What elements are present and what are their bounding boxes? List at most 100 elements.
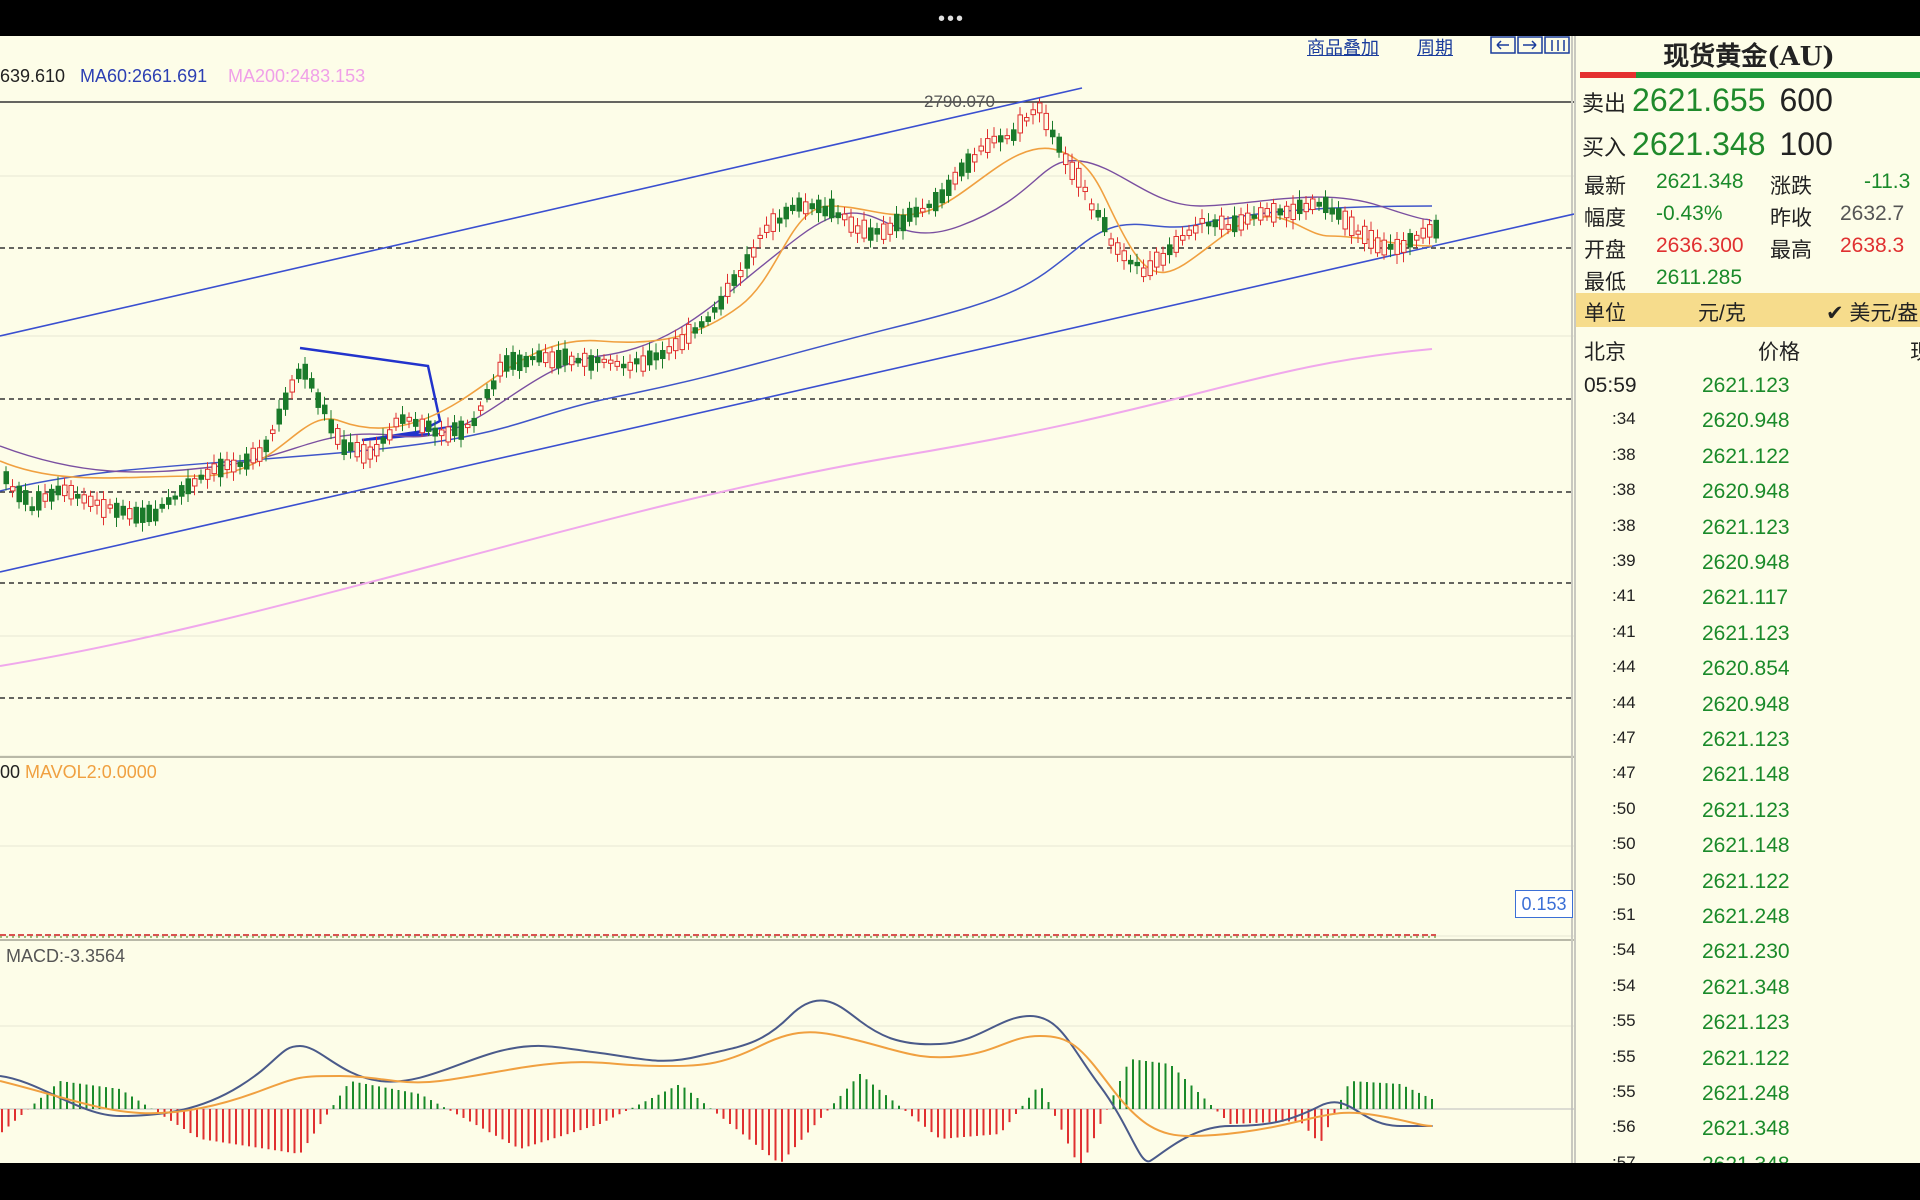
- buy-label: 买入: [1582, 135, 1627, 160]
- candle-body: [1290, 203, 1296, 221]
- candle-body: [985, 138, 991, 153]
- candle-body: [400, 414, 406, 424]
- tick-time: 05:59: [1584, 374, 1637, 397]
- candle-body: [432, 427, 438, 437]
- tick-row: :38 2621.122: [1576, 445, 1920, 480]
- candle-body: [1030, 109, 1036, 116]
- candle-body: [348, 442, 354, 452]
- macd-histogram: [1, 1059, 1433, 1163]
- candle-body: [1368, 229, 1374, 249]
- tick-price: 2621.123: [1702, 621, 1790, 645]
- latest-value: 2621.348: [1656, 170, 1744, 193]
- candle-body: [367, 446, 373, 460]
- candle-body: [211, 463, 217, 475]
- candle-body: [361, 444, 367, 464]
- candle-body: [1212, 219, 1218, 228]
- candle-body: [946, 179, 952, 196]
- zoom-arrow-icons[interactable]: [1490, 36, 1572, 57]
- commodity-overlay-link[interactable]: 商品叠加: [1307, 38, 1379, 58]
- col-price: 价格: [1758, 341, 1800, 364]
- candle-body: [510, 351, 516, 370]
- unit-value[interactable]: 元/克: [1698, 302, 1746, 325]
- candle-body: [393, 417, 399, 428]
- candle-body: [1108, 238, 1114, 246]
- candle-body: [1245, 212, 1251, 225]
- candle-body: [770, 213, 776, 232]
- stats-row-range: 幅度 -0.43% 昨收 2632.7: [1584, 202, 1920, 234]
- candle-body: [601, 358, 607, 363]
- candle-body: [419, 418, 425, 434]
- candlestick-chart[interactable]: [0, 36, 1574, 1163]
- period-link[interactable]: 周期: [1417, 38, 1453, 58]
- candle-body: [1147, 260, 1153, 277]
- chart-area[interactable]: 商品叠加 周期 639.610 MA60:2661.691 MA200:2483…: [0, 36, 1574, 1163]
- buy-pressure-bar: [1636, 72, 1920, 78]
- high-label: 最高: [1770, 239, 1812, 262]
- tick-price: 2621.122: [1702, 444, 1790, 468]
- candle-body: [1115, 242, 1121, 255]
- candle-body: [809, 203, 815, 210]
- candle-body: [1095, 209, 1101, 218]
- unit-row[interactable]: 单位 元/克 ✔ 美元/盎: [1576, 293, 1920, 327]
- tick-time: :50: [1612, 869, 1636, 889]
- candle-body: [1264, 208, 1270, 217]
- tick-price: 2621.148: [1702, 834, 1790, 858]
- tick-price: 2621.230: [1702, 940, 1790, 964]
- sell-pressure-bar: [1580, 72, 1636, 78]
- candle-body: [991, 135, 997, 144]
- candle-body: [192, 478, 198, 487]
- tick-time: :50: [1612, 834, 1636, 854]
- candle-body: [1121, 250, 1127, 262]
- candle-body: [595, 356, 601, 364]
- candles: [3, 98, 1439, 532]
- candle-body: [159, 503, 165, 509]
- high-value: 2638.3: [1840, 234, 1905, 257]
- stats-row-low: 最低 2611.285: [1584, 266, 1920, 298]
- tick-time: :44: [1612, 657, 1636, 677]
- candle-body: [881, 223, 887, 240]
- candle-body: [536, 350, 542, 363]
- candle-body: [959, 162, 965, 177]
- candle-body: [270, 429, 276, 434]
- ma10-line: [0, 147, 1433, 479]
- tick-time: :41: [1612, 621, 1636, 641]
- candle-body: [387, 429, 393, 441]
- tick-row: :47 2621.123: [1576, 728, 1920, 763]
- candle-body: [1401, 240, 1407, 253]
- candle-body: [1316, 201, 1322, 207]
- candle-body: [1284, 205, 1290, 219]
- tick-price: 2620.948: [1702, 692, 1790, 716]
- candle-body: [764, 224, 770, 233]
- candle-body: [523, 355, 529, 368]
- candle-body: [289, 379, 295, 393]
- tick-time: :51: [1612, 905, 1636, 924]
- tick-time: :55: [1612, 1046, 1636, 1066]
- candle-body: [68, 484, 74, 500]
- candle-body: [855, 225, 861, 234]
- candle-body: [887, 222, 893, 235]
- candle-body: [549, 351, 555, 369]
- tick-time: :34: [1612, 409, 1636, 429]
- tick-time: :38: [1612, 444, 1636, 464]
- candle-body: [497, 361, 503, 377]
- ma20-line: [0, 159, 1433, 473]
- candle-body: [1394, 238, 1400, 255]
- candle-body: [926, 203, 932, 208]
- tick-row: :39 2620.948: [1576, 551, 1920, 586]
- candle-body: [1050, 129, 1056, 138]
- tick-price: 2621.123: [1702, 374, 1790, 397]
- candle-body: [1258, 207, 1264, 221]
- candle-body: [120, 505, 126, 516]
- candle-body: [107, 504, 113, 509]
- candle-body: [842, 213, 848, 221]
- macd-label: MACD:-3.3564: [6, 946, 126, 966]
- unit-usd-option[interactable]: ✔ 美元/盎: [1826, 302, 1919, 325]
- candle-body: [380, 437, 386, 444]
- candle-body: [1024, 117, 1030, 122]
- candle-body: [3, 471, 9, 485]
- candle-body: [640, 355, 646, 372]
- candle-body: [1225, 224, 1231, 230]
- tick-row: :41 2621.123: [1576, 622, 1920, 657]
- col-city: 北京: [1584, 341, 1626, 364]
- window-menu-dots[interactable]: •••: [938, 8, 966, 30]
